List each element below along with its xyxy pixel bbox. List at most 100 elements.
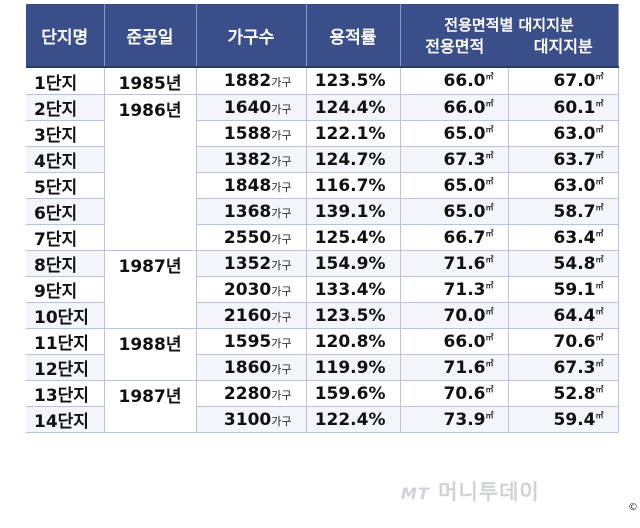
table-header: 단지명 준공일 가구수 용적률 전용면적별 대지지분 전용면적 대지지분 bbox=[26, 4, 619, 68]
cell-households-value: 1848 bbox=[223, 175, 272, 196]
cell-complex: 4단지 bbox=[26, 146, 105, 173]
watermark-text: 머니투데이 bbox=[438, 480, 540, 504]
cell-households-value: 1368 bbox=[223, 201, 272, 222]
cell-complex-value: 3단지 bbox=[34, 126, 78, 146]
cell-area: 66.0㎡ bbox=[400, 328, 509, 355]
cell-area-value: 71.6 bbox=[443, 357, 486, 378]
cell-far-value: 159.6% bbox=[314, 383, 386, 404]
cell-households: 2160가구 bbox=[196, 302, 307, 329]
cell-far-value: 124.4% bbox=[314, 97, 386, 118]
cell-far-value: 125.4% bbox=[314, 227, 386, 248]
cell-land-unit: ㎡ bbox=[595, 358, 604, 368]
cell-far: 122.4% bbox=[306, 406, 401, 433]
cell-households-unit: 가구 bbox=[271, 258, 292, 272]
header-group: 전용면적별 대지지분 전용면적 대지지분 bbox=[400, 4, 619, 68]
cell-complex: 13단지 bbox=[26, 380, 105, 407]
cell-area-value: 70.6 bbox=[443, 383, 486, 404]
cell-land-unit: ㎡ bbox=[595, 306, 604, 316]
cell-land-value: 52.8 bbox=[553, 383, 596, 404]
cell-area-value: 66.0 bbox=[443, 331, 486, 352]
watermark: MT 머니투데이 bbox=[401, 476, 540, 506]
cell-far: 139.1% bbox=[306, 198, 401, 225]
cell-households-value: 2280 bbox=[223, 383, 272, 404]
cell-households-unit: 가구 bbox=[271, 232, 292, 246]
cell-far-value: 123.5% bbox=[314, 305, 386, 326]
cell-far: 124.7% bbox=[306, 146, 401, 173]
cell-far-value: 133.4% bbox=[314, 279, 386, 300]
header-completion: 준공일 bbox=[104, 4, 197, 68]
cell-households-value: 2160 bbox=[223, 305, 272, 326]
cell-land-value: 63.4 bbox=[553, 227, 596, 248]
cell-complex: 11단지 bbox=[26, 328, 105, 355]
cell-area-unit: ㎡ bbox=[485, 98, 494, 108]
table-row: 11단지 1988년 1595가구 120.8% 66.0㎡ 70.6㎡ bbox=[26, 328, 619, 381]
cell-land: 59.1㎡ bbox=[508, 276, 619, 303]
table-row: 9단지 2030가구 133.4% 71.3㎡ 59.1㎡ bbox=[26, 276, 619, 303]
cell-far: 154.9% bbox=[306, 250, 401, 277]
cell-area-unit: ㎡ bbox=[485, 124, 494, 134]
cell-land-unit: ㎡ bbox=[595, 202, 604, 212]
cell-far-value: 116.7% bbox=[314, 175, 386, 196]
cell-completion-year: 1987년 bbox=[104, 250, 197, 329]
cell-complex-value: 13단지 bbox=[34, 386, 89, 406]
cell-area-value: 73.9 bbox=[443, 409, 486, 430]
cell-land: 63.4㎡ bbox=[508, 224, 619, 251]
cell-area: 66.7㎡ bbox=[400, 224, 509, 251]
cell-land-value: 59.4 bbox=[553, 409, 596, 430]
cell-area: 65.0㎡ bbox=[400, 120, 509, 147]
cell-households-unit: 가구 bbox=[271, 362, 292, 376]
cell-households-value: 1588 bbox=[223, 123, 272, 144]
cell-far-value: 123.5% bbox=[314, 71, 386, 91]
cell-area: 71.3㎡ bbox=[400, 276, 509, 303]
cell-land: 63.0㎡ bbox=[508, 120, 619, 147]
cell-far-value: 122.1% bbox=[314, 123, 386, 144]
cell-area-value: 71.3 bbox=[443, 279, 486, 300]
cell-complex-value: 14단지 bbox=[34, 412, 89, 432]
cell-households: 2280가구 bbox=[196, 380, 307, 407]
complex-table-wrapper: 단지명 준공일 가구수 용적률 전용면적별 대지지분 전용면적 대지지분 1단지… bbox=[26, 4, 619, 508]
cell-area: 66.0㎡ bbox=[400, 94, 509, 121]
cell-households: 1882가구 bbox=[196, 67, 307, 95]
cell-land-unit: ㎡ bbox=[595, 124, 604, 134]
cell-land-unit: ㎡ bbox=[595, 332, 604, 342]
cell-area-value: 67.3 bbox=[443, 149, 486, 170]
cell-households: 1368가구 bbox=[196, 198, 307, 225]
cell-households: 3100가구 bbox=[196, 406, 307, 433]
cell-land-value: 63.0 bbox=[553, 123, 596, 144]
cell-area-unit: ㎡ bbox=[485, 384, 494, 394]
cell-land-value: 60.1 bbox=[553, 97, 596, 118]
cell-area-unit: ㎡ bbox=[485, 280, 494, 290]
header-area: 전용면적 bbox=[425, 37, 485, 56]
table-row: 7단지 2550가구 125.4% 66.7㎡ 63.4㎡ bbox=[26, 224, 619, 251]
cell-households: 1860가구 bbox=[196, 354, 307, 381]
cell-land-value: 54.8 bbox=[553, 253, 596, 274]
table-body: 1단지 1985년 1882가구 123.5% 66.0㎡ 67.0㎡ 2단지 1986년 16… bbox=[26, 67, 619, 433]
cell-area-unit: ㎡ bbox=[485, 150, 494, 160]
cell-complex: 1단지 bbox=[26, 67, 105, 95]
cell-land-unit: ㎡ bbox=[595, 176, 604, 186]
cell-households-value: 3100 bbox=[223, 409, 272, 430]
cell-complex-value: 11단지 bbox=[34, 334, 89, 354]
cell-land-value: 67.0 bbox=[553, 71, 596, 91]
cell-households-unit: 가구 bbox=[271, 310, 292, 324]
cell-area: 65.0㎡ bbox=[400, 172, 509, 199]
table-row: 12단지 1860가구 119.9% 71.6㎡ 67.3㎡ bbox=[26, 354, 619, 381]
cell-land: 52.8㎡ bbox=[508, 380, 619, 407]
table-row: 8단지 1987년 1352가구 154.9% 71.6㎡ 54.8㎡ bbox=[26, 250, 619, 329]
cell-area: 65.0㎡ bbox=[400, 198, 509, 225]
cell-area-value: 66.0 bbox=[443, 97, 486, 118]
cell-area-unit: ㎡ bbox=[485, 358, 494, 368]
cell-land-value: 63.7 bbox=[553, 149, 596, 170]
cell-land: 59.4㎡ bbox=[508, 406, 619, 433]
cell-households-unit: 가구 bbox=[271, 284, 292, 298]
cell-households-unit: 가구 bbox=[271, 180, 292, 194]
watermark-mark: MT bbox=[401, 484, 430, 503]
cell-land: 64.4㎡ bbox=[508, 302, 619, 329]
cell-land-value: 63.0 bbox=[553, 175, 596, 196]
cell-households-unit: 가구 bbox=[271, 206, 292, 220]
cell-households-value: 1882 bbox=[223, 71, 272, 91]
cell-land-unit: ㎡ bbox=[595, 228, 604, 238]
cell-land-value: 58.7 bbox=[553, 201, 596, 222]
cell-households-unit: 가구 bbox=[271, 388, 292, 402]
cell-area-value: 66.0 bbox=[443, 71, 486, 91]
